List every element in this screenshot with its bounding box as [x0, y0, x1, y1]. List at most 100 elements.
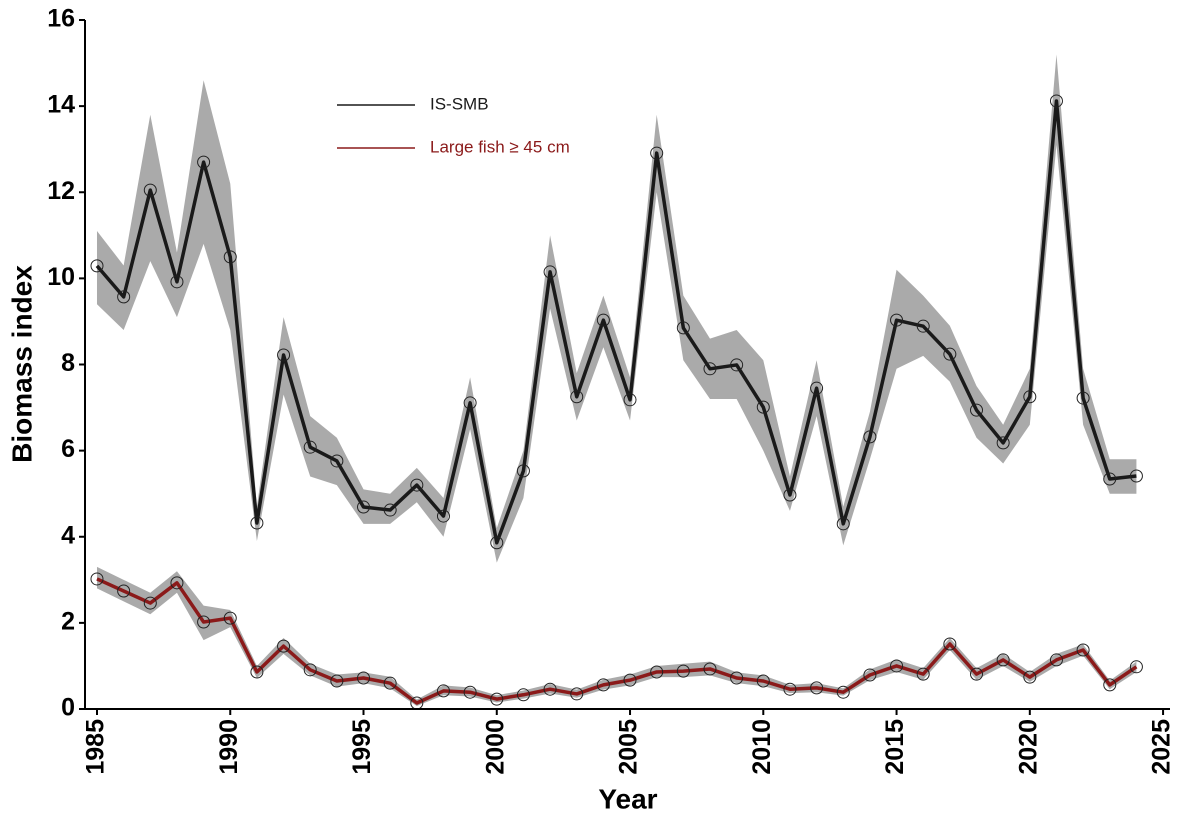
data-point: [756, 400, 770, 414]
data-point: [810, 381, 824, 395]
x-tick-label: 1990: [215, 719, 243, 775]
y-tick-label: 16: [47, 5, 75, 33]
data-point: [996, 436, 1010, 450]
data-point: [223, 250, 237, 264]
data-point: [1076, 643, 1090, 657]
data-point: [703, 362, 717, 376]
data-point: [1129, 469, 1143, 483]
data-point: [516, 464, 530, 478]
data-point: [730, 358, 744, 372]
data-point: [1049, 94, 1063, 108]
y-tick-label: 4: [61, 521, 75, 549]
data-point: [596, 313, 610, 327]
data-point: [463, 396, 477, 410]
data-point: [197, 155, 211, 169]
data-point: [570, 390, 584, 404]
data-point: [117, 290, 131, 304]
data-point: [650, 665, 664, 679]
data-point: [783, 682, 797, 696]
data-point: [650, 146, 664, 160]
series-line: [96, 577, 1138, 705]
data-point: [543, 682, 557, 696]
data-point: [143, 596, 157, 610]
data-point: [1023, 670, 1037, 684]
data-point: [383, 676, 397, 690]
data-point: [783, 488, 797, 502]
data-point: [223, 611, 237, 625]
legend-label: IS-SMB: [430, 94, 489, 113]
data-point: [330, 454, 344, 468]
data-point: [836, 685, 850, 699]
data-point: [543, 265, 557, 279]
data-point: [1129, 660, 1143, 674]
data-point: [250, 516, 264, 530]
confidence-band: [96, 566, 1137, 706]
data-point: [836, 517, 850, 531]
y-tick-label: 2: [61, 607, 75, 635]
data-point: [1103, 472, 1117, 486]
data-point: [170, 275, 184, 289]
data-point: [916, 667, 930, 681]
legend-label: Large fish ≥ 45 cm: [430, 137, 570, 156]
y-tick-label: 14: [47, 91, 75, 119]
data-point: [676, 664, 690, 678]
data-point: [303, 440, 317, 454]
data-point: [490, 536, 504, 550]
data-point: [570, 687, 584, 701]
data-point: [250, 665, 264, 679]
data-point: [943, 347, 957, 361]
data-point: [676, 321, 690, 335]
data-point: [143, 183, 157, 197]
data-point: [170, 576, 184, 590]
data-point: [90, 572, 104, 586]
data-point: [916, 319, 930, 333]
data-point: [357, 671, 371, 685]
data-point: [1103, 678, 1117, 692]
data-point: [1023, 390, 1037, 404]
data-point: [463, 685, 477, 699]
data-point: [810, 681, 824, 695]
y-tick-label: 8: [61, 349, 75, 377]
data-point: [943, 637, 957, 651]
data-point: [117, 584, 131, 598]
data-point: [1076, 391, 1090, 405]
data-point: [623, 673, 637, 687]
data-point: [277, 348, 291, 362]
data-point: [303, 663, 317, 677]
data-point: [970, 667, 984, 681]
data-point: [996, 653, 1010, 667]
x-tick-label: 2020: [1014, 719, 1042, 775]
data-point: [330, 674, 344, 688]
data-point: [90, 259, 104, 273]
confidence-band: [96, 54, 1137, 563]
x-tick-label: 2005: [615, 719, 643, 775]
data-point: [703, 662, 717, 676]
data-point: [890, 313, 904, 327]
data-point: [436, 509, 450, 523]
data-point: [863, 430, 877, 444]
data-point: [623, 393, 637, 407]
data-point: [383, 503, 397, 517]
data-point: [490, 692, 504, 706]
x-tick-label: 2000: [481, 719, 509, 775]
x-axis-label: Year: [598, 783, 657, 814]
data-point: [596, 678, 610, 692]
data-point: [1049, 653, 1063, 667]
x-tick-label: 1995: [348, 719, 376, 775]
y-tick-label: 6: [61, 435, 75, 463]
x-tick-label: 2025: [1148, 719, 1176, 775]
y-axis-label: Biomass index: [6, 265, 37, 463]
y-tick-label: 12: [47, 177, 75, 205]
data-point: [756, 674, 770, 688]
data-point: [197, 615, 211, 629]
x-tick-label: 2010: [748, 719, 776, 775]
y-tick-label: 0: [61, 694, 75, 722]
series-line: [95, 99, 1137, 545]
data-point: [890, 659, 904, 673]
data-point: [357, 500, 371, 514]
data-point: [410, 478, 424, 492]
x-tick-label: 2015: [881, 719, 909, 775]
data-point: [730, 671, 744, 685]
